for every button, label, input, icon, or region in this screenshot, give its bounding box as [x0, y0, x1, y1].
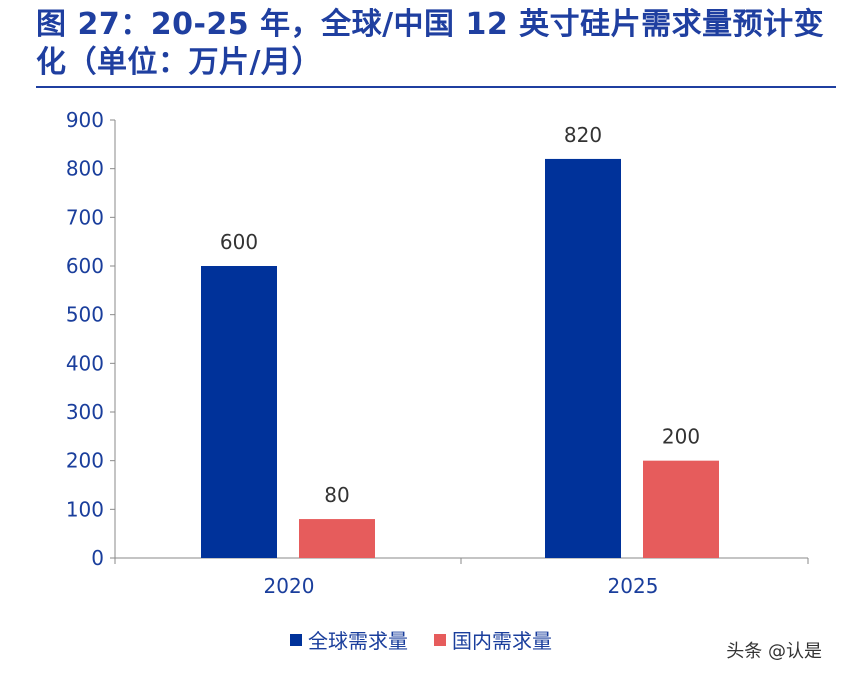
y-tick-label-800: 800 — [66, 157, 104, 181]
watermark: 头条 @认是 — [726, 641, 822, 662]
y-tick-label-300: 300 — [66, 400, 104, 424]
chart-data-labels: 600 820 80 200 — [220, 123, 700, 507]
data-label-global-2020: 600 — [220, 230, 258, 254]
legend-item-china: 国内需求量 — [434, 625, 552, 654]
y-tick-label-200: 200 — [66, 449, 104, 473]
y-tick-label-500: 500 — [66, 303, 104, 327]
y-tick-label-600: 600 — [66, 254, 104, 278]
title-underline — [36, 86, 836, 88]
x-tick-label-2020: 2020 — [264, 574, 315, 598]
bar-china-2025 — [643, 460, 719, 558]
data-label-china-2020: 80 — [324, 483, 349, 507]
bar-global-2025 — [545, 158, 621, 558]
legend-swatch-china — [434, 633, 446, 646]
chart-axes: 0 100 200 300 400 500 600 700 800 900 2020 2025 — [66, 108, 809, 598]
legend-label-china: 国内需求量 — [452, 629, 552, 653]
legend-swatch-global — [290, 633, 302, 646]
y-tick-label-700: 700 — [66, 205, 104, 229]
data-label-global-2025: 820 — [564, 123, 602, 147]
chart-bars — [201, 158, 719, 558]
y-tick-label-900: 900 — [66, 108, 104, 132]
bar-global-2020 — [201, 266, 277, 558]
chart-legend: 全球需求量 国内需求量 — [0, 625, 842, 654]
x-tick-label-2025: 2025 — [608, 574, 659, 598]
y-tick-label-0: 0 — [91, 546, 104, 570]
legend-item-global: 全球需求量 — [290, 625, 408, 654]
legend-label-global: 全球需求量 — [308, 629, 408, 653]
chart-title: 图 27：20-25 年，全球/中国 12 英寸硅片需求量预计变化（单位：万片/… — [36, 7, 825, 80]
y-tick-label-100: 100 — [66, 497, 104, 521]
data-label-china-2025: 200 — [662, 425, 700, 449]
bar-china-2020 — [299, 519, 375, 558]
y-tick-label-400: 400 — [66, 351, 104, 375]
